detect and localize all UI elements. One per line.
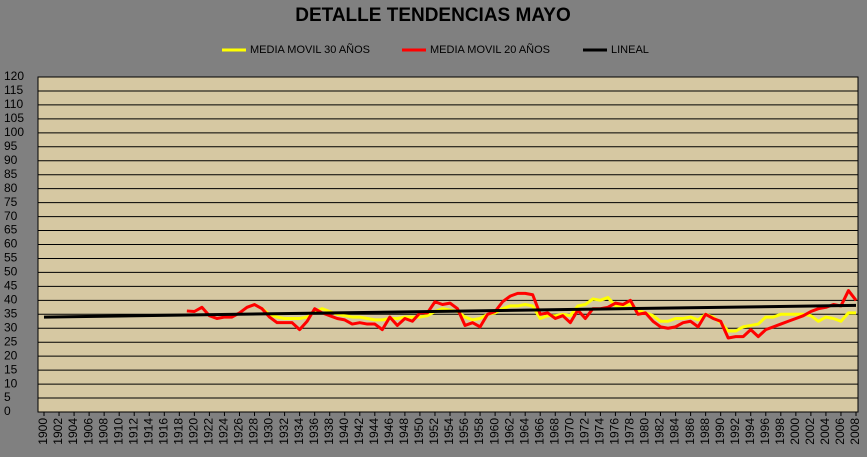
y-tick-label: 55: [4, 251, 18, 265]
x-tick-label: 2002: [803, 418, 817, 445]
x-tick-label: 1962: [502, 418, 516, 445]
x-tick-label: 1964: [517, 418, 531, 445]
x-tick-label: 1936: [307, 418, 321, 445]
x-tick-label: 1966: [532, 418, 546, 445]
x-tick-label: 1940: [337, 418, 351, 445]
x-tick-label: 1990: [713, 418, 727, 445]
x-tick-label: 1904: [66, 418, 80, 445]
x-tick-label: 1930: [262, 418, 276, 445]
x-tick-label: 1994: [743, 418, 757, 445]
x-tick-label: 1906: [81, 418, 95, 445]
x-tick-label: 1948: [397, 418, 411, 445]
x-tick-label: 1908: [96, 418, 110, 445]
x-tick-label: 1916: [156, 418, 170, 445]
series-line: [43, 303, 857, 319]
x-tick-label: 1988: [698, 418, 712, 445]
x-tick-label: 1992: [728, 418, 742, 445]
x-tick-label: 1984: [668, 418, 682, 445]
x-tick-label: 1918: [172, 418, 186, 445]
y-tick-label: 60: [4, 237, 18, 251]
y-tick-label: 115: [4, 83, 23, 97]
x-tick-label: 1946: [382, 418, 396, 445]
y-tick-label: 120: [4, 69, 24, 83]
x-tick-label: 1950: [412, 418, 426, 445]
x-tick-label: 1982: [653, 418, 667, 445]
y-tick-label: 95: [4, 139, 18, 153]
x-tick-label: 1924: [217, 418, 231, 445]
x-tick-label: 1968: [547, 418, 561, 445]
x-tick-label: 1998: [773, 418, 787, 445]
chart-title: DETALLE TENDENCIAS MAYO: [295, 5, 571, 26]
y-tick-label: 100: [4, 125, 24, 139]
x-tick-label: 1938: [322, 418, 336, 445]
x-tick-label: 1914: [141, 418, 155, 445]
x-tick-label: 1912: [126, 418, 140, 445]
x-tick-label: 2000: [788, 418, 802, 445]
series-line: [261, 296, 856, 333]
x-tick-label: 1922: [202, 418, 216, 445]
y-tick-label: 25: [4, 334, 18, 348]
x-tick-label: 1976: [608, 418, 622, 445]
x-tick-label: 1996: [758, 418, 772, 445]
x-tick-label: 1944: [367, 418, 381, 445]
x-tick-label: 1958: [472, 418, 486, 445]
legend-label: MEDIA MOVIL 20 AÑOS: [430, 43, 550, 56]
x-tick-label: 2004: [818, 418, 832, 445]
x-tick-label: 1960: [487, 418, 501, 445]
x-tick-label: 1902: [51, 418, 65, 445]
y-tick-label: 45: [4, 279, 18, 293]
x-tick-label: 1980: [638, 418, 652, 445]
y-tick-label: 30: [4, 320, 18, 334]
y-tick-label: 65: [4, 223, 18, 237]
y-tick-label: 70: [4, 209, 18, 223]
x-tick-label: 1956: [457, 418, 471, 445]
y-tick-label: 50: [4, 265, 18, 279]
y-tick-label: 20: [4, 348, 18, 362]
x-tick-label: 1954: [442, 418, 456, 445]
y-tick-label: 110: [4, 97, 23, 111]
x-tick-label: 1934: [292, 418, 306, 445]
x-tick-label: 1972: [578, 418, 592, 445]
x-tick-label: 1932: [277, 418, 291, 445]
y-tick-label: 5: [4, 390, 11, 404]
x-tick-label: 1926: [232, 418, 246, 445]
y-tick-label: 40: [4, 293, 18, 307]
y-tick-label: 35: [4, 306, 18, 320]
x-tick-label: 1942: [352, 418, 366, 445]
y-tick-label: 85: [4, 167, 18, 181]
y-tick-label: 15: [4, 362, 18, 376]
y-tick-label: 90: [4, 153, 18, 167]
x-tick-label: 1986: [683, 418, 697, 445]
x-tick-label: 1978: [623, 418, 637, 445]
x-tick-label: 1952: [427, 418, 441, 445]
x-tick-label: 2008: [848, 418, 862, 445]
y-tick-label: 105: [4, 111, 24, 125]
x-tick-label: 1970: [562, 418, 576, 445]
y-tick-label: 0: [4, 404, 11, 418]
y-tick-label: 10: [4, 376, 18, 390]
series-line: [186, 289, 858, 340]
legend-label: MEDIA MOVIL 30 AÑOS: [250, 43, 370, 56]
x-tick-label: 1974: [593, 418, 607, 445]
legend-label: LINEAL: [611, 44, 649, 56]
x-tick-label: 1900: [36, 418, 50, 445]
x-tick-label: 1910: [111, 418, 125, 445]
y-tick-label: 75: [4, 195, 18, 209]
x-tick-label: 2006: [833, 418, 847, 445]
x-tick-label: 1928: [247, 418, 261, 445]
x-tick-label: 1920: [187, 418, 201, 445]
y-tick-label: 80: [4, 181, 18, 195]
